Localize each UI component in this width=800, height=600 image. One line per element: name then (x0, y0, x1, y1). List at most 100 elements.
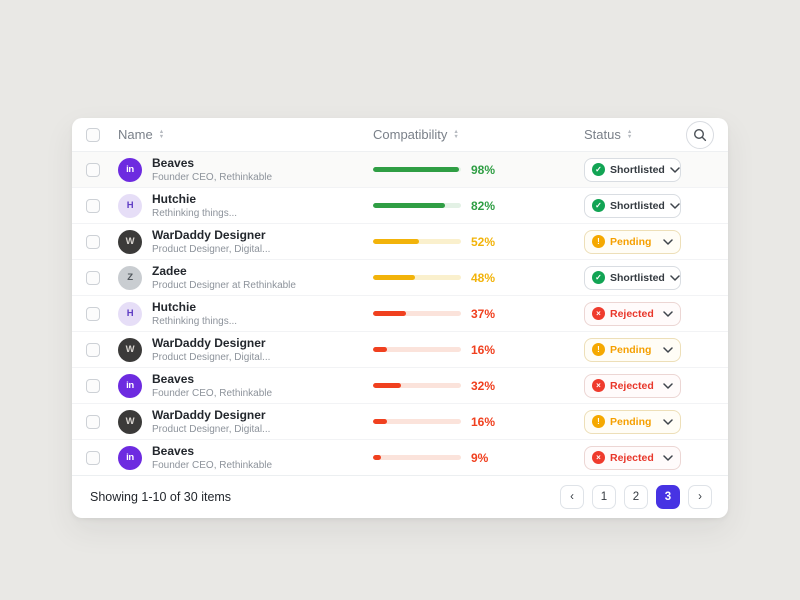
chevron-down-icon (663, 238, 673, 245)
table-body: in Beaves Founder CEO, Rethinkable 98% ✓… (72, 152, 728, 475)
status-icon: ! (592, 415, 605, 428)
candidates-table-card: Name ▲ ▼ Compatibility ▲ ▼ Status ▲ ▼ in Be… (72, 118, 728, 518)
row-checkbox[interactable] (86, 234, 100, 249)
row-checkbox[interactable] (86, 450, 100, 465)
compatibility-track (373, 275, 461, 280)
candidate-name: Zadee (152, 264, 187, 278)
status-label: Pending (610, 235, 652, 248)
compatibility-cell: 9% (373, 451, 571, 465)
candidate-info: Zadee Product Designer at Rethinkable (152, 264, 373, 291)
column-header-name[interactable]: Name ▲ ▼ (118, 127, 373, 142)
avatar: W (118, 229, 142, 254)
sort-icon[interactable]: ▲ ▼ (158, 128, 165, 140)
avatar: in (118, 373, 142, 398)
pagination: ‹ 1 2 3 › (560, 485, 712, 509)
candidate-name: WarDaddy Designer (152, 408, 266, 422)
status-icon: ✓ (592, 199, 605, 212)
page-button-3[interactable]: 3 (656, 485, 680, 509)
candidate-info: Beaves Founder CEO, Rethinkable (152, 372, 373, 399)
candidate-info: Hutchie Rethinking things... (152, 192, 373, 219)
row-checkbox[interactable] (86, 270, 100, 285)
prev-page-button[interactable]: ‹ (560, 485, 584, 509)
compatibility-track (373, 419, 461, 424)
compatibility-percent: 37% (471, 306, 496, 321)
page-button-2[interactable]: 2 (624, 485, 648, 509)
candidate-info: Beaves Founder CEO, Rethinkable (152, 444, 373, 471)
compatibility-bar-fill (373, 347, 388, 352)
row-checkbox[interactable] (86, 162, 100, 177)
page-button-1[interactable]: 1 (592, 485, 616, 509)
avatar: W (118, 409, 142, 434)
column-header-status[interactable]: Status ▲ ▼ (584, 127, 632, 142)
compatibility-bar-fill (373, 167, 460, 172)
status-label: Shortlisted (610, 163, 665, 176)
compatibility-cell: 98% (373, 163, 571, 177)
table-row: in Beaves Founder CEO, Rethinkable 9% × … (72, 439, 728, 475)
compatibility-cell: 52% (373, 235, 571, 249)
status-dropdown[interactable]: ✓ Shortlisted (584, 265, 681, 290)
compatibility-percent: 48% (471, 270, 496, 285)
compatibility-bar-fill (373, 203, 446, 208)
avatar: Z (118, 265, 142, 290)
status-dropdown[interactable]: ! Pending (584, 229, 681, 254)
compatibility-bar-fill (373, 311, 406, 316)
compatibility-percent: 16% (471, 414, 496, 429)
candidate-subtitle: Product Designer, Digital... (152, 244, 271, 255)
status-dropdown[interactable]: ! Pending (584, 409, 681, 434)
chevron-down-icon (663, 382, 673, 389)
compatibility-percent: 52% (471, 234, 496, 249)
candidate-name: Beaves (152, 444, 195, 458)
row-checkbox[interactable] (86, 306, 100, 321)
candidate-info: WarDaddy Designer Product Designer, Digi… (152, 228, 373, 255)
avatar: in (118, 157, 142, 182)
row-checkbox[interactable] (86, 198, 100, 213)
status-icon: × (592, 307, 605, 320)
status-dropdown[interactable]: × Rejected (584, 445, 681, 470)
candidate-subtitle: Product Designer, Digital... (152, 352, 271, 363)
compatibility-cell: 82% (373, 199, 571, 213)
avatar: W (118, 337, 142, 362)
compatibility-percent: 9% (471, 450, 489, 465)
candidate-info: WarDaddy Designer Product Designer, Digi… (152, 408, 373, 435)
select-all-checkbox[interactable] (86, 127, 100, 142)
compatibility-track (373, 311, 461, 316)
table-row: Z Zadee Product Designer at Rethinkable … (72, 259, 728, 295)
status-label: Pending (610, 343, 652, 356)
status-icon: ✓ (592, 163, 605, 176)
search-button[interactable] (686, 120, 714, 149)
row-checkbox[interactable] (86, 342, 100, 357)
compatibility-cell: 37% (373, 307, 571, 321)
compatibility-track (373, 167, 461, 172)
status-dropdown[interactable]: ✓ Shortlisted (584, 193, 681, 218)
row-checkbox[interactable] (86, 378, 100, 393)
compatibility-cell: 16% (373, 415, 571, 429)
candidate-subtitle: Founder CEO, Rethinkable (152, 460, 273, 471)
chevron-down-icon (663, 310, 673, 317)
table-header: Name ▲ ▼ Compatibility ▲ ▼ Status ▲ ▼ (72, 118, 728, 152)
column-header-compatibility[interactable]: Compatibility ▲ ▼ (373, 127, 584, 142)
compatibility-track (373, 203, 461, 208)
compatibility-bar-fill (373, 275, 416, 280)
status-dropdown[interactable]: ! Pending (584, 337, 681, 362)
status-dropdown[interactable]: ✓ Shortlisted (584, 157, 681, 182)
candidate-info: WarDaddy Designer Product Designer, Digi… (152, 336, 373, 363)
compatibility-bar-fill (373, 383, 402, 388)
compatibility-percent: 32% (471, 378, 496, 393)
sort-icon[interactable]: ▲ ▼ (626, 128, 633, 140)
column-label-name: Name (118, 127, 153, 142)
compatibility-percent: 82% (471, 198, 496, 213)
status-dropdown[interactable]: × Rejected (584, 301, 681, 326)
status-dropdown[interactable]: × Rejected (584, 373, 681, 398)
candidate-name: Beaves (152, 156, 195, 170)
table-row: W WarDaddy Designer Product Designer, Di… (72, 223, 728, 259)
status-icon: ! (592, 343, 605, 356)
chevron-down-icon (670, 202, 680, 209)
next-page-button[interactable]: › (688, 485, 712, 509)
compatibility-track (373, 239, 461, 244)
sort-icon[interactable]: ▲ ▼ (453, 128, 459, 140)
chevron-down-icon (663, 454, 673, 461)
status-icon: ! (592, 235, 605, 248)
candidate-subtitle: Founder CEO, Rethinkable (152, 172, 273, 183)
table-row: H Hutchie Rethinking things... 37% × Rej… (72, 295, 728, 331)
row-checkbox[interactable] (86, 414, 100, 429)
